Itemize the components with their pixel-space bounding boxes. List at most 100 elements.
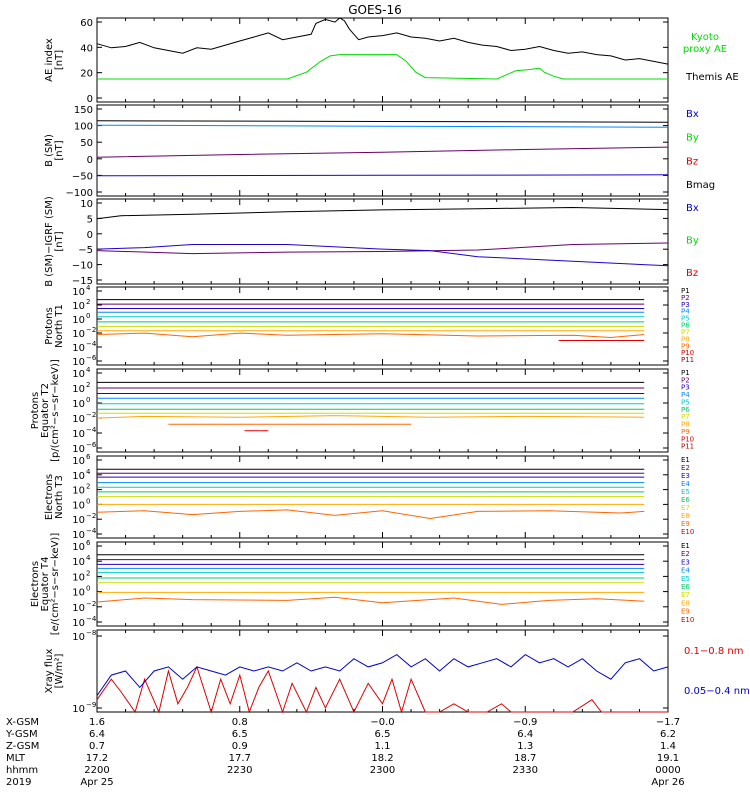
y-tick-label: 100 [74,122,93,133]
channel-label: E2 [681,464,690,472]
y-tick-label: 10 [72,486,85,497]
footer-value: 19.1 [657,753,679,764]
y-axis-title: North T1 [54,304,65,348]
y-tick-label: 60 [80,18,93,29]
y-axis-title: Electrons [44,474,55,520]
y-tick-exponent: 2 [86,483,90,491]
channel-label: E2 [681,550,690,558]
channel-label: P1 [681,287,690,295]
y-tick-exponent: −6 [86,441,97,449]
y-tick-label: 10 [72,357,85,368]
channel-label: P7 [681,328,690,336]
channel-label: E8 [681,599,690,607]
channel-label: P11 [681,356,694,364]
y-tick-exponent: 4 [86,468,91,476]
y-axis-title: Electrons [30,561,41,607]
y-tick-exponent: −8 [86,629,96,637]
footer-value: 6.4 [89,729,105,740]
y-tick-label: 10 [72,515,85,526]
y-tick-label: 10 [72,588,85,599]
footer-value: −0.0 [370,717,394,728]
y-tick-label: 0 [87,230,93,241]
channel-label: P5 [681,398,690,406]
footer-value: 17.7 [229,753,251,764]
series-label: Themis AE [685,72,739,83]
y-tick-label: 10 [72,572,85,583]
channel-label: P11 [681,443,694,451]
series-line-bmag [96,120,669,123]
channel-label: P10 [681,435,694,443]
y-tick-exponent: 2 [86,569,90,577]
channel-label: E9 [681,520,690,528]
y-tick-exponent: 0 [86,312,90,320]
channel-label: E5 [681,575,690,583]
y-tick-label: −5 [78,245,93,256]
series-line-e9 [96,509,645,520]
y-tick-label: −100 [66,188,93,199]
y-axis-title: B (SM)−IGRF (SM) [44,196,55,287]
y-tick-label: 10 [72,384,85,395]
channel-label: E1 [681,542,690,550]
series-line-bz [96,244,669,267]
y-tick-label: 10 [72,603,85,614]
y-axis-title: B (SM) [44,134,55,167]
y-axis-title: North T3 [54,475,65,519]
y-tick-label: 10 [72,414,85,425]
series-line-e9 [96,596,645,605]
y-tick-label: 10 [72,369,85,380]
panel-frame [96,629,669,713]
footer-row-label: Y-GSM [5,729,38,740]
y-tick-exponent: −2 [86,512,96,520]
channel-label: E4 [681,567,690,575]
panel-frame [96,17,669,103]
footer-value: Apr 25 [80,777,113,788]
channel-label: P4 [681,308,690,316]
y-tick-label: 10 [72,343,85,354]
channel-label: E10 [681,528,694,536]
series-label: Bz [686,268,698,279]
y-axis-title: [nT] [54,50,65,70]
channel-label: E4 [681,480,690,488]
y-tick-label: 10 [72,530,85,541]
channel-label: P4 [681,391,690,399]
series-label: proxy AE [683,44,727,55]
y-tick-label: 10 [72,456,85,467]
y-tick-label: 10 [80,199,93,210]
y-tick-label: −50 [72,171,93,182]
panel-frame [96,368,669,453]
series-label: Kyoto [691,32,719,43]
footer-value: 18.7 [514,753,536,764]
footer-value: −0.9 [513,717,537,728]
channel-label: P2 [681,376,690,384]
y-tick-exponent: 6 [86,453,91,461]
footer-value: 2230 [227,765,252,776]
y-tick-label: 10 [72,500,85,511]
series-line-bx [96,146,669,158]
series-line-by [96,174,669,177]
footer-value: 0000 [655,765,680,776]
y-tick-exponent: 4 [86,284,91,292]
series-label: Bx [686,109,699,120]
series-line-0-1-0-8-nm [96,665,668,714]
footer-row-label: Z-GSM [6,741,39,752]
series-line-by [96,242,669,255]
channel-label: E9 [681,608,690,616]
footer-value: 1.1 [375,741,391,752]
channel-label: P10 [681,349,694,357]
y-tick-exponent: 2 [86,381,90,389]
y-tick-exponent: −2 [86,326,96,334]
channel-label: E5 [681,488,690,496]
channel-label: P3 [681,301,690,309]
y-axis-title: Protons [44,307,55,344]
y-axis-title: [W/m²] [54,653,65,688]
footer-row-label: MLT [6,753,26,764]
series-label: 0.1−0.8 nm [684,646,743,657]
y-tick-label: 10 [72,557,85,568]
channel-label: E8 [681,512,690,520]
y-tick-exponent: −2 [86,600,96,608]
channel-label: P1 [681,369,690,377]
